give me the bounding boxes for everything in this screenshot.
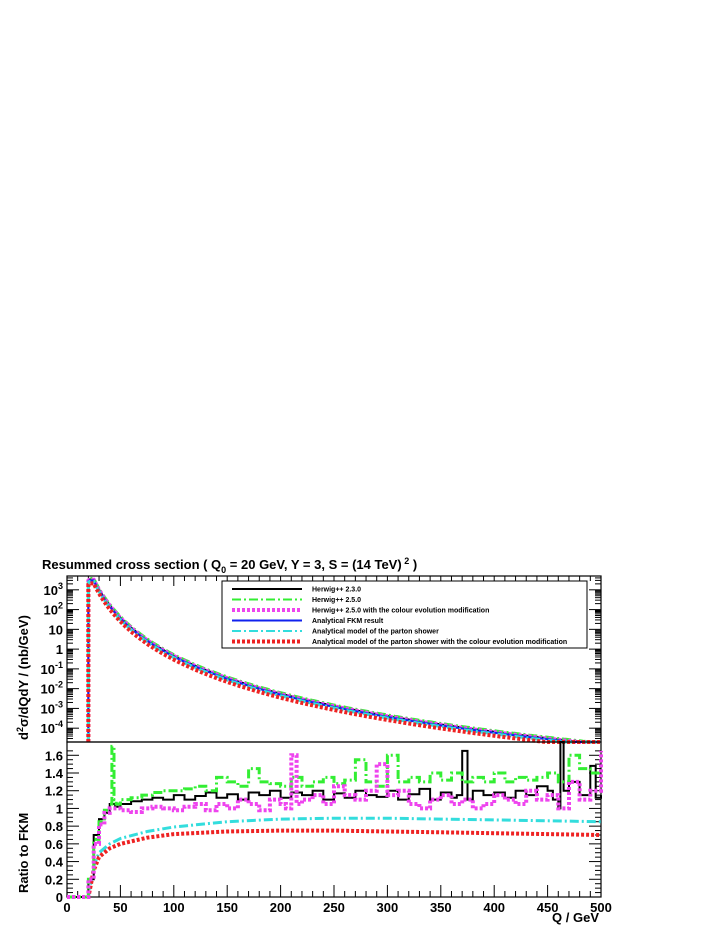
x-tick-label: 0: [63, 900, 70, 915]
legend-frame: [221, 580, 588, 649]
top-y-tick-label: 10: [49, 622, 63, 637]
x-tick-label: 450: [537, 900, 559, 915]
x-tick-label: 500: [590, 900, 612, 915]
legend-label: Analytical model of the parton shower: [312, 629, 439, 636]
bottom-ticks: 0 50 100 150 200 250 300 350 400 450 50000.20.40.6…: [45, 748, 612, 915]
top-y-tick-label: 10-1: [41, 660, 63, 677]
top-y-tick-label: 10-3: [41, 699, 63, 716]
bottom-y-tick-label: 0.2: [45, 872, 63, 887]
ratio-series-line: [67, 741, 602, 898]
bottom-y-axis-label: Ratio to FKM: [16, 813, 31, 893]
x-tick-label: 350: [430, 900, 452, 915]
bottom-y-tick-label: 1.6: [45, 748, 63, 763]
bottom-y-tick-label: 0.6: [45, 837, 63, 852]
legend-label: Herwig++ 2.5.0 with the colour evolution…: [312, 608, 489, 615]
x-axis-label: Q / GeV: [552, 910, 599, 925]
legend-label: Analytical FKM result: [312, 618, 384, 625]
legend-label: Analytical model of the parton shower wi…: [312, 639, 567, 646]
top-y-tick-label: 10-2: [41, 680, 63, 697]
bottom-y-tick-label: 1.2: [45, 784, 63, 799]
x-tick-label: 400: [483, 900, 505, 915]
ratio-series-line: [67, 750, 603, 899]
top-series: [86, 577, 600, 744]
top-y-tick-label: 102: [44, 601, 63, 618]
bottom-y-tick-label: 0: [56, 890, 63, 905]
ratio-series-line: [67, 744, 603, 899]
legend: Herwig++ 2.3.0 Herwig++ 2.5.0 Herwig++ 2.5…: [221, 580, 588, 649]
bottom-y-tick-label: 1: [56, 801, 63, 816]
legend-label: Herwig++ 2.5.0: [312, 597, 361, 604]
bottom-panel: 0 50 100 150 200 250 300 350 400 450 50000.20.40.6…: [16, 741, 612, 925]
ratio-series-line: [67, 828, 602, 899]
bottom-y-tick-label: 0.8: [45, 819, 63, 834]
x-tick-label: 50: [113, 900, 127, 915]
bottom-series: [67, 741, 603, 899]
x-tick-label: 200: [270, 900, 292, 915]
x-tick-label: 150: [216, 900, 238, 915]
x-tick-label: 300: [377, 900, 399, 915]
top-series-line: [86, 581, 600, 744]
chart-title: Resummed cross section ( Q0 = 20 GeV, Y …: [42, 556, 417, 575]
bottom-y-tick-label: 0.4: [45, 855, 64, 870]
top-y-tick-label: 1: [56, 642, 63, 657]
x-tick-label: 100: [163, 900, 185, 915]
top-y-tick-label: 103: [44, 581, 63, 598]
x-tick-label: 250: [323, 900, 345, 915]
legend-label: Herwig++ 2.3.0: [312, 587, 361, 594]
bottom-y-tick-label: 1.4: [45, 766, 64, 781]
top-y-tick-label: 10-4: [41, 719, 63, 736]
top-y-axis-label: d2σ/dQdY / (nb/GeV): [15, 615, 31, 740]
